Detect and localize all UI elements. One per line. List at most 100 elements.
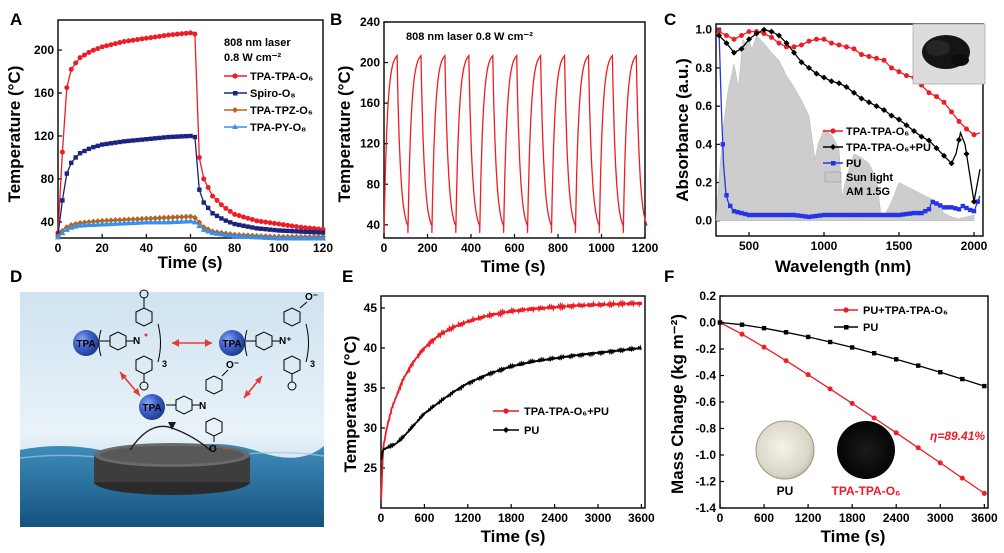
legend-tpa-tpz-o6: TPA-TPZ-O₆ (250, 105, 313, 117)
series-f-pu-tpa-point (937, 460, 943, 466)
n-label-1: N (133, 336, 140, 347)
series-tpa-tpa-o6-pu-point (813, 70, 820, 77)
series-tpa-tpz-o6-point (152, 215, 159, 222)
series-f-pu-tpa-point (827, 386, 833, 392)
series-tpa-py-o8-point (297, 235, 304, 241)
x-tick-label: 3000 (585, 511, 612, 525)
series-spiro-o8-point (201, 200, 206, 205)
series-tpa-tpz-o6-point (183, 213, 190, 220)
series-pu-point (930, 199, 935, 205)
series-tpa-tpa-o6-pu-point (753, 30, 760, 37)
series-tpa-tpa-o6-point (227, 208, 233, 214)
series-tpa-tpz-o6-point (134, 216, 141, 223)
y-tick-label: 40 (41, 215, 55, 229)
series-tpa-py-o8-point (103, 220, 110, 227)
y-tick-label: 30 (364, 421, 378, 435)
y-tick-label: 0.6 (695, 99, 712, 113)
panel-d: D TPA N (10, 267, 325, 527)
series-tpa-tpz-o6-point (99, 217, 106, 224)
series-pu-point (848, 212, 853, 218)
series-tpa-py-o8-point (240, 233, 247, 239)
series-tpa-tpa-o6-point (165, 32, 171, 38)
series-f-pu-point (783, 330, 789, 335)
series-tpa-py-o8-point (244, 233, 251, 239)
series-tpa-tpz-o6-point (143, 215, 150, 222)
series-pu-point (765, 212, 770, 218)
series-tpa-py-o8-point (236, 233, 243, 239)
series-f-pu-point (827, 339, 833, 345)
series-tpa-tpz-o6-point (178, 213, 185, 220)
x-tick-label: 1800 (839, 511, 866, 525)
series-tpa-tpa-o6-point (64, 85, 70, 91)
legend-tpa-tpa-o6: TPA-TPA-O₆ (250, 71, 313, 83)
series-pu-point (814, 213, 819, 219)
series-pu-point (975, 199, 980, 204)
series-tpa-tpa-o6-point (201, 176, 207, 182)
series-spiro-o8-point (126, 138, 131, 144)
series-tpa-tpa-o6-pu-point (776, 32, 782, 39)
series-tpa-tpa-o6-pu-point (918, 133, 925, 140)
series-tpa-tpa-o6-point (302, 225, 308, 231)
y-tick-label: 200 (360, 56, 380, 70)
legend-e-pu: PU (524, 425, 539, 437)
series-tpa-tpa-o6-pu-point (791, 49, 797, 56)
series-tpa-tpa-o6-pu-point (948, 160, 955, 167)
series-tpa-tpz-o6-point (125, 216, 132, 223)
x-tick-label: 2400 (883, 511, 910, 525)
tpa-structure-bottom: TPA N O⁻ O (139, 360, 239, 455)
y-tick-label: 45 (364, 301, 378, 315)
y-tick-label: 80 (367, 177, 381, 191)
panel-a-ylabel: Temperature (°C) (5, 66, 24, 203)
series-tpa-tpa-o6-point (904, 73, 909, 79)
series-f-pu-point (894, 357, 899, 362)
series-pu-point (803, 214, 808, 219)
series-tpa-tpz-o6-point (121, 216, 128, 223)
series-f-pu-tpa-point (849, 400, 855, 406)
series-e-pu-line (380, 344, 642, 460)
series-tpa-tpa-o6-pu-point (836, 80, 842, 87)
series-tpa-tpa-o6-point (68, 66, 74, 72)
series-tpa-tpz-o6-point (191, 214, 198, 221)
x-tick-label: 1200 (632, 241, 659, 255)
series-f-pu-tpa-point (761, 344, 767, 350)
series-tpa-tpa-o6-point (258, 218, 264, 224)
series-pu-point (780, 212, 785, 218)
series-tpa-tpa-o6-pu-point (911, 127, 917, 134)
series-tpa-tpz-o6-point (187, 213, 194, 220)
series-tpa-tpa-o6-point (236, 213, 242, 219)
series-tpa-tpa-o6-point (298, 224, 304, 230)
panel-e-ylabel: Temperature (°C) (341, 336, 360, 473)
series-pu-point (866, 212, 872, 218)
series-tpa-py-o8-point (262, 234, 269, 240)
tpa-label-3: TPA (142, 403, 161, 414)
x-tick-label: 120 (313, 241, 333, 255)
plot-frame (715, 23, 984, 237)
y-tick-label: 120 (34, 129, 54, 143)
n-label-2: N (199, 401, 206, 412)
legend-spiro-o8: Spiro-O₈ (250, 88, 295, 100)
panel-b-letter: B (330, 10, 342, 29)
y-tick-label: 80 (41, 172, 55, 186)
series-tpa-tpa-o6-point (889, 65, 894, 71)
series-tpa-tpa-o6-point (294, 224, 299, 230)
series-tpa-py-o8-point (77, 222, 84, 228)
series-pu-point (833, 212, 838, 218)
series-f-pu-tpa-point (783, 358, 789, 364)
series-tpa-py-o8-point (280, 235, 287, 241)
series-spiro-o8-point (99, 142, 105, 147)
series-spiro-o8-point (272, 227, 277, 233)
series-spiro-o8-point (223, 218, 229, 223)
panel-c: C 500 1000 1500 2000 0.0 0.2 0.4 0.6 0.8 1.0 TPA-… (664, 10, 988, 276)
x-tick-label: 80 (228, 241, 242, 255)
series-tpa-tpa-o6-point (956, 118, 962, 124)
series-spiro-o8-point (148, 136, 153, 141)
series-pu-point (728, 203, 733, 209)
series-pu-point (964, 205, 969, 211)
series-tpa-tpa-o6-point (205, 185, 211, 191)
series-pu-point (956, 207, 962, 212)
series-tpa-tpa-o6-point (829, 40, 834, 46)
series-spiro-o8-point (73, 155, 78, 160)
o-neg-label-2: O⁻ (226, 360, 239, 371)
series-tpa-tpa-o6-pu-point (738, 45, 745, 52)
series-tpa-tpa-o6-point (263, 219, 269, 225)
